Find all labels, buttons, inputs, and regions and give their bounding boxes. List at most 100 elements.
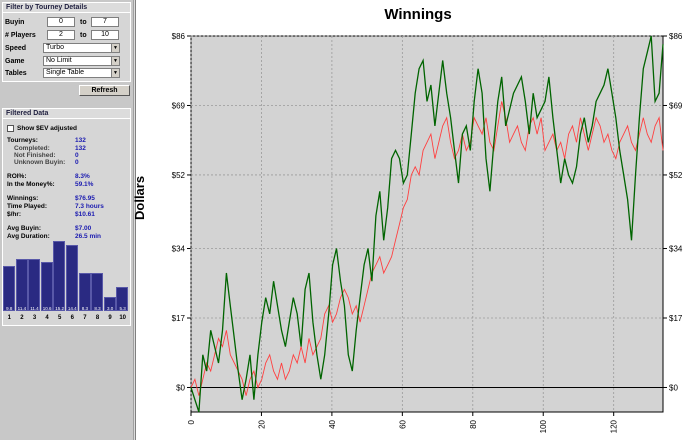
- speed-label: Speed: [5, 45, 27, 52]
- stat-value: 0: [75, 152, 79, 159]
- players-label: # Players: [5, 32, 36, 39]
- finish-position-histogram: 9.8 1 11.4 2 11.4 3 10.6 4 15.2 5 14.4 6 8.3 7 8.3 8 3.0…: [3, 240, 131, 322]
- stat-value: 132: [75, 137, 86, 144]
- histogram-value-label: 15.2: [55, 306, 65, 311]
- y-tick-label: $86: [172, 32, 186, 41]
- buyin-to-input[interactable]: 7: [91, 17, 119, 27]
- y-tick-label: $69: [172, 101, 186, 110]
- stat-label: Time Played:: [7, 203, 47, 210]
- histogram-x-label: 10: [119, 315, 127, 321]
- y-tick-label-right: $52: [669, 171, 683, 180]
- histogram-bar: [103, 297, 116, 311]
- show-ev-label: Show $EV adjusted: [17, 125, 77, 132]
- stat-value: $10.61: [75, 211, 95, 218]
- panel-splitter[interactable]: [133, 0, 136, 440]
- players-to-label: to: [80, 32, 87, 39]
- chevron-down-icon[interactable]: ▼: [111, 44, 119, 52]
- y-tick-label: $17: [172, 314, 186, 323]
- speed-select-value: Turbo: [46, 44, 65, 51]
- histogram-value-label: 5.3: [119, 306, 126, 311]
- filtered-data-title: Filtered Data: [3, 109, 130, 119]
- stat-value: $7.00: [75, 225, 92, 232]
- stat-value: 0: [75, 159, 79, 166]
- stat-label: Tourneys:: [7, 137, 38, 144]
- chevron-down-icon[interactable]: ▼: [111, 69, 119, 77]
- stat-value: 132: [75, 145, 86, 152]
- x-tick-label: 40: [328, 419, 337, 428]
- histogram-value-label: 11.4: [17, 306, 27, 311]
- x-tick-label: 80: [469, 419, 478, 428]
- buyin-label: Buyin: [5, 19, 25, 26]
- filter-group: Filter by Tourney Details Buyin 0 to 7 #…: [2, 2, 131, 82]
- x-tick-label: 0: [187, 419, 196, 424]
- histogram-x-label: 8: [95, 315, 100, 321]
- y-tick-label: $0: [176, 383, 185, 392]
- histogram-bar: [91, 272, 104, 311]
- histogram-bar: [15, 258, 28, 311]
- chevron-down-icon[interactable]: ▼: [111, 57, 119, 65]
- stat-value: 59.1%: [75, 181, 94, 188]
- game-select[interactable]: No Limit ▼: [43, 56, 120, 66]
- chart-title: Winnings: [384, 6, 452, 23]
- stat-label: Completed:: [14, 145, 50, 152]
- y-tick-label-right: $69: [669, 101, 683, 110]
- y-tick-label-right: $86: [669, 32, 683, 41]
- game-select-value: No Limit: [46, 57, 72, 64]
- players-to-input[interactable]: 10: [91, 30, 119, 40]
- stat-label: ROI%:: [7, 173, 27, 180]
- histogram-value-label: 14.4: [67, 306, 77, 311]
- buyin-from-input[interactable]: 0: [47, 17, 75, 27]
- histogram-bar: [78, 272, 91, 311]
- players-from-input[interactable]: 2: [47, 30, 75, 40]
- buyin-to-label: to: [80, 19, 87, 26]
- speed-select[interactable]: Turbo ▼: [43, 43, 120, 53]
- y-tick-label: $52: [172, 171, 186, 180]
- histogram-x-label: 9: [108, 315, 112, 321]
- sidebar-panel: Filter by Tourney Details Buyin 0 to 7 #…: [0, 0, 133, 440]
- show-ev-checkbox[interactable]: [7, 125, 14, 132]
- x-tick-label: 120: [610, 419, 619, 433]
- tables-select[interactable]: Single Table ▼: [43, 68, 120, 78]
- histogram-x-label: 5: [58, 315, 62, 321]
- histogram-value-label: 8.3: [94, 306, 101, 311]
- histogram-x-label: 2: [20, 315, 24, 321]
- ev-series-line: [190, 101, 664, 396]
- tables-select-value: Single Table: [46, 69, 85, 76]
- histogram-x-label: 4: [45, 315, 49, 321]
- histogram-value-label: 9.8: [6, 306, 13, 311]
- histogram-value-label: 11.4: [30, 306, 39, 311]
- stat-value: 26.5 min: [75, 233, 102, 240]
- x-tick-label: 20: [257, 419, 266, 428]
- y-tick-label: $34: [172, 245, 186, 254]
- refresh-button[interactable]: Refresh: [79, 85, 130, 96]
- stat-label: $/hr:: [7, 211, 22, 218]
- chart-plot-area: $0 $0 $17 $17 $34 $34 $52 $52 $69 $69 $86 $86 0 20 40 6…: [172, 32, 683, 433]
- histogram-bar: [28, 258, 41, 311]
- histogram-value-label: 10.6: [42, 306, 52, 311]
- histogram-x-label: 1: [7, 315, 11, 321]
- y-tick-label-right: $17: [669, 314, 683, 323]
- stat-value: 8.3%: [75, 173, 90, 180]
- histogram-x-label: 3: [32, 315, 37, 321]
- histogram-bar: [3, 265, 16, 311]
- histogram-bar: [116, 286, 129, 311]
- winnings-series-line: [190, 35, 664, 413]
- x-tick-label: 100: [539, 419, 548, 433]
- histogram-value-label: 8.3: [81, 306, 89, 311]
- game-label: Game: [5, 58, 25, 65]
- histogram-value-label: 3.0: [106, 306, 114, 311]
- histogram-bar: [53, 241, 66, 311]
- stat-label: Avg Buyin:: [7, 225, 42, 232]
- stat-value: $76.95: [75, 195, 95, 202]
- x-tick-label: 60: [398, 419, 407, 428]
- histogram-bar: [66, 244, 79, 311]
- stat-label: Not Finished:: [14, 152, 56, 159]
- y-tick-label-right: $34: [669, 245, 683, 254]
- histogram-x-label: 6: [70, 315, 74, 321]
- histogram-bar: [40, 262, 53, 311]
- stat-value: 7.3 hours: [75, 203, 104, 210]
- stat-label: In the Money%:: [7, 181, 55, 188]
- winnings-chart: Winnings Dollars $0 $0 $17 $17 $34 $34 $52 $52 $…: [132, 0, 700, 440]
- tables-label: Tables: [5, 70, 27, 77]
